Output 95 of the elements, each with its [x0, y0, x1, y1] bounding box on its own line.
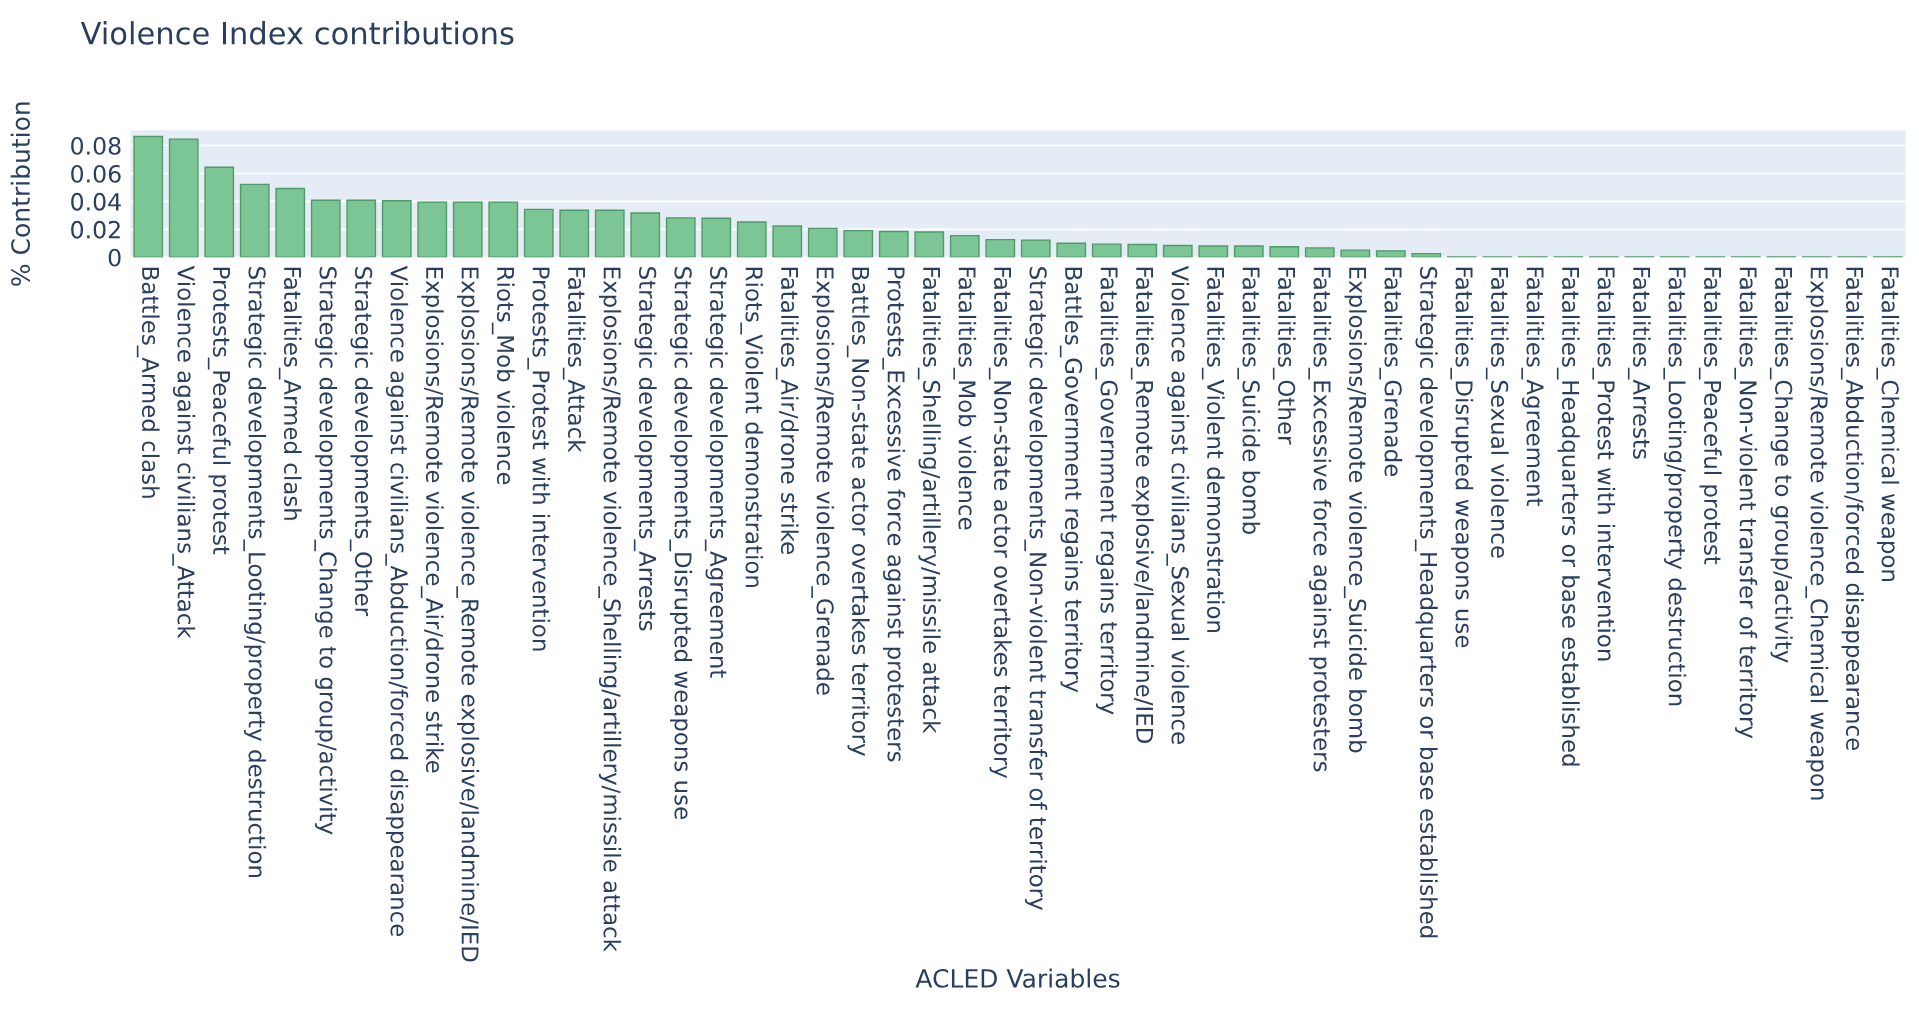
x-tick-label: Explosions/Remote violence_Air/drone strike — [420, 267, 444, 773]
bar — [665, 217, 696, 258]
x-tick-label: Protests_Peaceful protest — [207, 267, 231, 555]
x-tick-label: Explosions/Remote violence_Suicide bomb — [1343, 267, 1367, 753]
x-tick-label: Fatalities_Non-state actor overtakes territory — [988, 267, 1012, 779]
bar — [1375, 250, 1406, 258]
bar — [736, 221, 767, 258]
bar — [878, 230, 909, 258]
x-tick-label: Fatalities_Attack — [562, 267, 586, 453]
bar — [1198, 245, 1229, 258]
x-tick-label: Strategic developments_Looting/property destruction — [243, 267, 267, 878]
bar — [381, 200, 412, 258]
bar — [417, 201, 448, 258]
x-tick-label: Fatalities_Agreement — [1521, 267, 1545, 507]
x-tick-label: Protests_Excessive force against protesters — [882, 267, 906, 762]
x-tick-label: Explosions/Remote violence_Grenade — [811, 267, 835, 695]
x-tick-label: Battles_Government regains territory — [1059, 267, 1083, 693]
x-tick-label: Fatalities_Arrests — [1627, 267, 1651, 459]
x-tick-label: Strategic developments_Headquarters or base established — [1414, 267, 1438, 938]
bar — [1056, 242, 1087, 258]
x-tick-label: Fatalities_Armed clash — [278, 267, 302, 520]
x-tick-label: Fatalities_Remote explosive/landmine/IED — [1130, 267, 1154, 743]
x-tick-label: Fatalities_Shelling/artillery/missile attack — [917, 267, 941, 734]
x-tick-label: Fatalities_Air/drone strike — [775, 267, 799, 554]
bar — [133, 135, 164, 258]
x-tick-label: Fatalities_Mob violence — [953, 267, 977, 530]
x-tick-label: Battles_Non-state actor overtakes territory — [846, 267, 870, 756]
x-tick-label: Strategic developments_Agreement — [704, 267, 728, 678]
y-tick-label: 0.02 — [71, 220, 120, 239]
x-tick-label: Fatalities_Government regains territory — [1095, 267, 1119, 715]
y-tick-label: 0.06 — [71, 164, 121, 183]
bar — [1340, 249, 1371, 258]
bar — [452, 201, 483, 258]
bar — [168, 138, 199, 258]
bar — [949, 234, 980, 258]
x-tick-label: Fatalities_Non-violent transfer of territory — [1734, 267, 1758, 739]
x-tick-label: Strategic developments_Other — [349, 267, 373, 617]
bar — [772, 225, 803, 258]
x-tick-label: Fatalities_Sexual violence — [1485, 267, 1509, 558]
bar — [239, 183, 270, 258]
bar — [807, 227, 838, 258]
bar — [630, 212, 661, 258]
x-tick-label: Riots_Violent demonstration — [740, 267, 764, 587]
x-tick-label: Protests_Protest with intervention — [527, 267, 551, 651]
bar — [594, 209, 625, 258]
x-tick-label: Battles_Armed clash — [136, 267, 160, 498]
x-tick-label: Fatalities_Suicide bomb — [1237, 267, 1261, 534]
bar — [275, 187, 306, 258]
x-tick-label: Strategic developments_Non-violent transfer of territory — [1024, 267, 1048, 910]
x-tick-label: Fatalities_Protest with intervention — [1592, 267, 1616, 661]
bar — [1304, 247, 1335, 258]
x-tick-label: Fatalities_Headquarters or base established — [1556, 267, 1580, 766]
x-tick-label: Violence against civilians_Attack — [172, 265, 196, 639]
x-axis-title: ACLED Variables — [915, 968, 1120, 988]
x-tick-label: Strategic developments_Arrests — [633, 267, 657, 631]
bar — [1233, 245, 1264, 258]
y-tick-label: 0 — [108, 248, 121, 267]
x-tick-label: Strategic developments_Disrupted weapons use — [669, 267, 693, 819]
bar — [559, 209, 590, 258]
bar — [1162, 244, 1193, 258]
x-tick-label: Explosions/Remote violence_Chemical weapon — [1805, 267, 1829, 800]
x-tick-label: Explosions/Remote violence_Shelling/artillery/missile attack — [598, 267, 622, 952]
x-tick-label: Riots_Mob violence — [491, 267, 515, 485]
bar — [1127, 243, 1158, 258]
bar — [523, 208, 554, 258]
y-tick-label: 0.08 — [71, 136, 121, 155]
x-tick-label: Fatalities_Chemical weapon — [1876, 267, 1900, 581]
x-tick-label: Violence against civilians_Sexual violence — [1166, 265, 1190, 744]
x-tick-label: Violence against civilians_Abduction/forced disappearance — [385, 265, 409, 937]
chart-title: Violence Index contributions — [80, 21, 514, 45]
bar — [1020, 239, 1051, 258]
bar — [985, 238, 1016, 258]
y-tick-label: 0.04 — [71, 192, 121, 211]
y-axis-title: % Contribution — [10, 102, 31, 286]
bar — [701, 217, 732, 258]
bar — [1269, 246, 1300, 258]
x-tick-label: Fatalities_Abduction/forced disappearance — [1840, 267, 1864, 750]
bar — [310, 199, 341, 258]
x-tick-label: Fatalities_Change to group/activity — [1769, 267, 1793, 663]
x-tick-label: Fatalities_Grenade — [1379, 267, 1403, 477]
bar — [488, 201, 519, 258]
bar — [843, 229, 874, 258]
bar — [1091, 243, 1122, 258]
x-tick-label: Fatalities_Other — [1272, 267, 1296, 445]
x-tick-label: Fatalities_Disrupted weapons use — [1450, 267, 1474, 648]
x-tick-label: Fatalities_Violent demonstration — [1201, 267, 1225, 633]
x-tick-label: Fatalities_Looting/property destruction — [1663, 267, 1687, 706]
x-tick-label: Explosions/Remote violence_Remote explosive/landmine/IED — [456, 267, 480, 962]
x-tick-label: Fatalities_Excessive force against protesters — [1308, 267, 1332, 772]
bar — [914, 231, 945, 258]
bar — [1411, 252, 1442, 258]
bar — [346, 199, 377, 258]
x-tick-label: Strategic developments_Change to group/activity — [314, 267, 338, 835]
x-tick-label: Fatalities_Peaceful protest — [1698, 267, 1722, 565]
bar — [204, 166, 235, 258]
